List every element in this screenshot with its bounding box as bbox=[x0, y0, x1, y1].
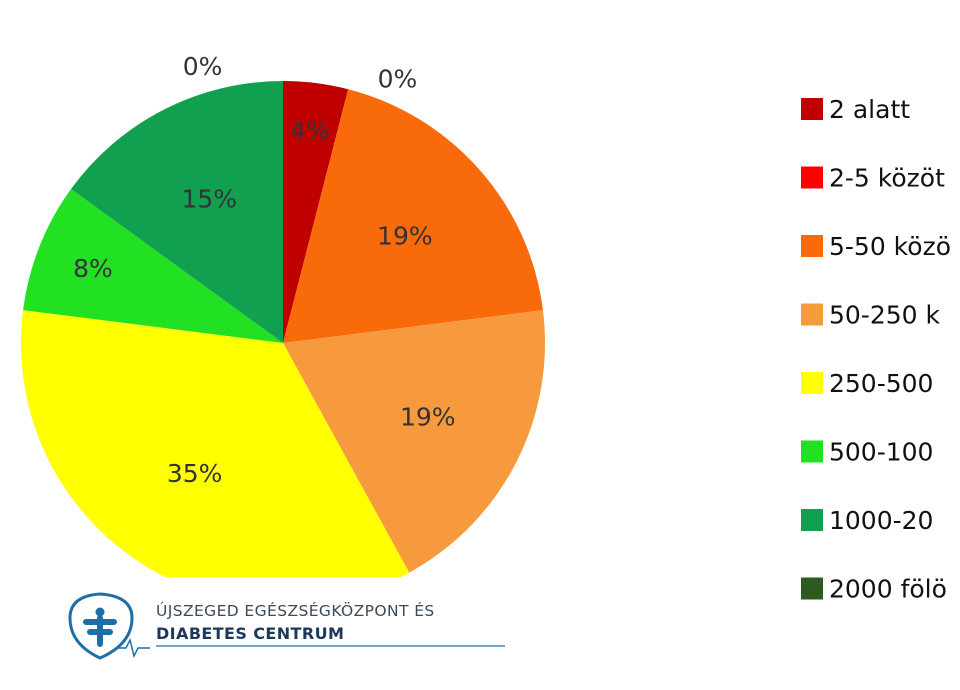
legend-swatch-6 bbox=[801, 440, 823, 463]
slice-data-label-4: 19% bbox=[400, 403, 456, 432]
slice-data-label-1: 4% bbox=[290, 116, 330, 145]
slice-data-label-7: 15% bbox=[181, 184, 237, 213]
legend-swatch-1 bbox=[801, 98, 823, 120]
legend-swatch-3 bbox=[801, 235, 823, 257]
chart-legend: 2 alatt 2-5 közöt 5-50 közö 50-250 k 250-500… bbox=[801, 95, 951, 604]
legend-swatch-5 bbox=[801, 372, 823, 394]
logo: ÚJSZEGED EGÉSZSÉGKÖZPONT ÉS DIABETES CEN… bbox=[60, 588, 520, 668]
legend-label-8: 2000 fölö bbox=[829, 575, 947, 604]
legend-label-4: 50-250 k bbox=[829, 301, 940, 330]
legend-label-6: 500-100 bbox=[829, 438, 933, 467]
pie-slice-1 bbox=[283, 81, 349, 343]
pie-slice-5 bbox=[20, 310, 410, 605]
legend-label-5: 250-500 bbox=[829, 369, 933, 398]
logo-icon bbox=[68, 592, 150, 660]
pie-slice-6 bbox=[23, 189, 283, 343]
legend-swatch-7 bbox=[801, 509, 823, 531]
slice-data-label-3: 19% bbox=[377, 222, 433, 251]
slice-data-label-8: 0% bbox=[183, 52, 223, 81]
logo-text-line2: DIABETES CENTRUM bbox=[156, 624, 345, 643]
logo-text-line1: ÚJSZEGED EGÉSZSÉGKÖZPONT ÉS bbox=[156, 602, 435, 620]
legend-label-1: 2 alatt bbox=[829, 95, 910, 124]
logo-divider-line bbox=[156, 645, 505, 647]
legend-swatch-8 bbox=[801, 577, 823, 600]
pie-slice-4 bbox=[283, 310, 546, 573]
legend-label-2: 2-5 közöt bbox=[829, 164, 945, 193]
legend-label-7: 1000-20 bbox=[829, 506, 933, 535]
legend-swatch-2 bbox=[801, 166, 823, 189]
legend-swatch-4 bbox=[801, 303, 823, 326]
slice-data-label-2: 0% bbox=[378, 65, 418, 94]
pie-slice-3 bbox=[283, 89, 543, 344]
pie-slice-7 bbox=[71, 81, 284, 343]
slice-data-label-5: 35% bbox=[167, 459, 223, 488]
slice-data-label-6: 8% bbox=[73, 254, 113, 283]
legend-label-3: 5-50 közö bbox=[829, 232, 951, 261]
